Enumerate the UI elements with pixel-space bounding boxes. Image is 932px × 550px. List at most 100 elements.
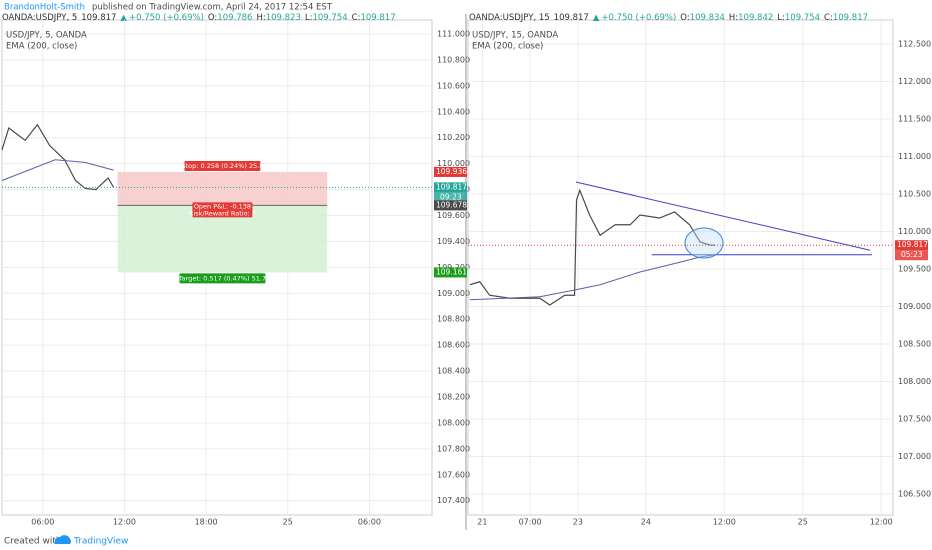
price-line: [1, 123, 115, 191]
x-tick-label: 07:00: [519, 518, 542, 527]
chart-header: OANDA:USDJPY, 15 109.817 ▲ +0.750 (+0.69%) O…: [469, 13, 868, 23]
x-tick-label: 25: [283, 518, 293, 527]
y-tick-label: 108.800: [437, 315, 470, 324]
y-tick-label: 110.800: [437, 55, 470, 64]
y-tick-label: 108.400: [437, 367, 470, 376]
change: +0.750 (+0.69%): [129, 13, 204, 23]
x-tick-label: 12:00: [713, 518, 736, 527]
price-tag-label: 109.936: [436, 167, 467, 176]
price-line: [1, 159, 114, 181]
ohlc-key: O:: [680, 13, 689, 23]
x-tick-label: 06:00: [31, 518, 54, 527]
y-tick-label: 107.400: [437, 496, 470, 505]
legend-entry: USD/JPY, 15, OANDA: [472, 31, 558, 41]
countdown-tag: [895, 250, 928, 261]
y-tick-label: 112.500: [898, 40, 931, 49]
y-tick-label: 109.200: [437, 263, 470, 272]
target-label-box: [179, 273, 266, 284]
y-tick-label: 112.000: [898, 77, 931, 86]
footer: [0, 530, 932, 550]
x-tick-label: 06:00: [358, 518, 381, 527]
y-tick-label: 108.200: [437, 393, 470, 402]
ohlc-key: C:: [824, 13, 833, 23]
logo: [54, 535, 71, 544]
legend-entry: EMA (200, close): [6, 42, 77, 52]
y-tick-label: 110.500: [898, 190, 931, 199]
price-line: [469, 188, 716, 306]
price-tag: [895, 240, 928, 251]
ohlc-value: 109.823: [266, 13, 301, 23]
price-line: [469, 254, 716, 301]
ohlc-key: L:: [305, 13, 313, 23]
x-tick-label: 18:00: [195, 518, 218, 527]
legend-entry: EMA (200, close): [472, 42, 543, 52]
trend-line: [575, 181, 871, 251]
y-tick-label: 110.000: [898, 227, 931, 236]
countdown-tag: [434, 192, 467, 203]
ohlc-value: 109.834: [690, 13, 725, 23]
price-tag: [434, 200, 467, 211]
last: 109.817: [81, 13, 116, 23]
pnl-label: Open P&L: -0.138: [194, 202, 251, 210]
ohlc-key: O:: [208, 13, 217, 23]
y-tick-label: 106.500: [898, 490, 931, 499]
brand[interactable]: TradingView: [73, 537, 128, 547]
stop-label: Stop: 0.258 (0.24%) 25.8: [181, 162, 263, 170]
ohlc-key: C:: [352, 13, 361, 23]
x-tick-label: 23: [573, 518, 583, 527]
price-tag-label: 109.161: [436, 267, 467, 276]
ohlc-value: 109.754: [312, 13, 347, 23]
ohlc-key: L:: [777, 13, 785, 23]
y-tick-label: 110.000: [437, 159, 470, 168]
author[interactable]: BrandonHolt-Smith: [4, 3, 85, 13]
y-tick-label: 110.400: [437, 107, 470, 116]
x-tick-label: 24: [641, 518, 651, 527]
y-tick-label: 109.600: [437, 211, 470, 220]
target-label: Target: 0.517 (0.47%) 51.7: [178, 274, 266, 282]
up-arrow: ▲: [120, 13, 127, 23]
y-tick-label: 109.000: [898, 302, 931, 311]
price-tag-label: 109.817: [436, 182, 467, 191]
chart-header: OANDA:USDJPY, 5 109.817 ▲ +0.750 (+0.69%) O:…: [2, 13, 396, 23]
y-tick-label: 109.000: [437, 289, 470, 298]
price-tag: [434, 182, 467, 193]
x-tick-label: 21: [477, 518, 487, 527]
price-tag-label: 109.817: [897, 240, 928, 249]
y-tick-label: 107.000: [898, 452, 931, 461]
ohlc-value: 109.817: [360, 13, 395, 23]
change: +0.750 (+0.69%): [601, 13, 676, 23]
ratio-label: Risk/Reward Ratio: 2: [189, 209, 256, 217]
y-tick-label: 107.600: [437, 470, 470, 479]
y-tick-label: 109.400: [437, 237, 470, 246]
y-tick-label: 111.000: [898, 152, 931, 161]
y-tick-label: 110.200: [437, 133, 470, 142]
plot-frame: [467, 19, 894, 516]
ohlc-value: 109.754: [785, 13, 820, 23]
created: Created with: [4, 537, 62, 547]
up-arrow: ▲: [593, 13, 600, 23]
y-tick-label: 108.500: [898, 340, 931, 349]
pnl-box: [192, 202, 253, 218]
ohlc-key: H:: [256, 13, 265, 23]
y-tick-label: 110.600: [437, 81, 470, 90]
countdown: 09:23: [440, 192, 462, 201]
y-tick-label: 109.500: [898, 265, 931, 274]
ohlc-value: 109.786: [217, 13, 252, 23]
y-tick-label: 111.000: [437, 30, 470, 39]
y-tick-label: 108.000: [437, 418, 470, 427]
y-tick-label: 107.800: [437, 444, 470, 453]
price-tag: [434, 267, 467, 278]
y-tick-label: 107.500: [898, 415, 931, 424]
y-tick-label: 111.500: [898, 115, 931, 124]
price-tag: [434, 166, 467, 177]
y-tick-label: 108.000: [898, 377, 931, 386]
last: 109.817: [554, 13, 589, 23]
stop-zone: [117, 171, 328, 206]
ohlc-value: 109.842: [738, 13, 773, 23]
symbol: OANDA:USDJPY, 15: [469, 13, 550, 23]
x-tick-label: 12:00: [870, 518, 893, 527]
y-tick-label: 108.600: [437, 341, 470, 350]
ohlc-value: 109.817: [833, 13, 868, 23]
ohlc-key: H:: [729, 13, 738, 23]
